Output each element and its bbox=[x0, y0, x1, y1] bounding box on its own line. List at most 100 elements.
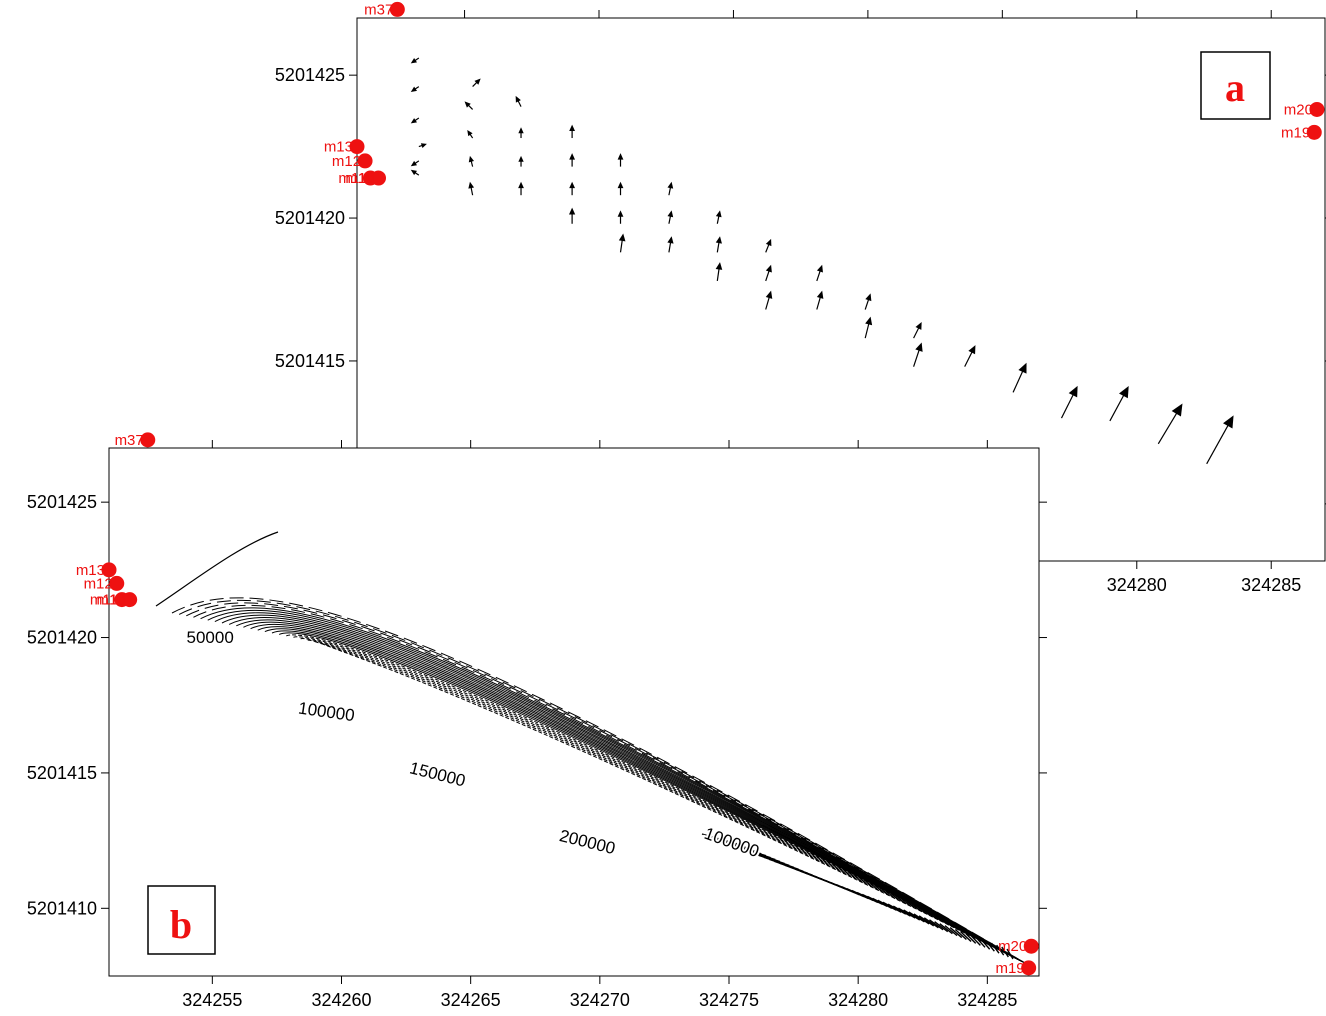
vector-arrow bbox=[1109, 386, 1129, 422]
vector-arrow bbox=[1012, 362, 1027, 393]
contour-hatch bbox=[990, 942, 1000, 954]
vector-arrow bbox=[617, 210, 624, 224]
contour-line bbox=[221, 614, 1024, 963]
contour-line bbox=[171, 597, 1026, 964]
contour-line bbox=[278, 632, 1021, 962]
contour-line bbox=[186, 602, 1025, 964]
contour-hatch bbox=[954, 928, 967, 941]
contour-line bbox=[271, 630, 1022, 962]
contour-line bbox=[321, 642, 1020, 961]
panel-b-marker-m19 bbox=[1021, 960, 1037, 976]
vector-arrow bbox=[667, 181, 674, 196]
vector-arrow bbox=[410, 86, 420, 92]
panel-b-ytick-label: 5201420 bbox=[27, 628, 97, 648]
vector-arrow bbox=[410, 160, 420, 167]
panel-a-marker-label-m11: m11 bbox=[338, 170, 366, 187]
vector-arrow bbox=[467, 129, 474, 139]
panel-a-marker-label-m12: m12 bbox=[332, 153, 361, 170]
panel-b-label: b bbox=[170, 902, 192, 947]
contour-hatch bbox=[975, 936, 986, 948]
contour-line bbox=[300, 638, 1021, 961]
vector-arrow bbox=[617, 153, 624, 167]
vector-arrow bbox=[518, 155, 524, 167]
panel-b-axis-ticks: 324255 324260 324265 324270 324275 324280 3242… bbox=[27, 440, 1047, 1010]
panel-b-marker-label-m37: m37 bbox=[115, 432, 144, 449]
panel-a-marker-m13 bbox=[349, 139, 365, 155]
contour-line bbox=[314, 641, 1020, 961]
vector-arrow bbox=[715, 210, 722, 224]
panel-b-xtick-label: 324265 bbox=[441, 990, 501, 1010]
vector-arrow bbox=[468, 155, 475, 167]
panel-b-xtick-label: 324255 bbox=[182, 990, 242, 1010]
panel-b-marker-label-m10: m10 bbox=[96, 592, 125, 609]
panel-b-marker-m20 bbox=[1023, 938, 1039, 954]
contour-line bbox=[257, 626, 1022, 962]
panel-a-label: a bbox=[1225, 65, 1245, 110]
contour-hatch bbox=[934, 921, 949, 933]
panel-a-marker-m19 bbox=[1306, 124, 1322, 140]
contour-line bbox=[155, 531, 279, 607]
panel-b-xtick-label: 324260 bbox=[311, 990, 371, 1010]
vector-arrow bbox=[816, 290, 824, 310]
vector-arrow bbox=[569, 153, 576, 167]
vector-arrow bbox=[418, 143, 427, 149]
vector-arrow bbox=[913, 321, 922, 339]
contour-hatch bbox=[892, 905, 911, 917]
contour-hatch bbox=[1001, 946, 1009, 958]
vector-arrow bbox=[410, 57, 420, 64]
contour-line bbox=[214, 612, 1024, 963]
panel-a-marker-m20 bbox=[1309, 101, 1325, 117]
vector-arrow bbox=[410, 117, 420, 124]
panel-a-marker-label-m13: m13 bbox=[324, 139, 353, 156]
vector-arrow bbox=[765, 290, 773, 310]
vector-arrow bbox=[410, 169, 420, 176]
contour-hatch bbox=[908, 911, 925, 923]
contour-hatch bbox=[929, 919, 944, 931]
contour-line bbox=[193, 604, 1025, 964]
vector-arrow bbox=[667, 236, 674, 253]
panel-b-ytick-label: 5201415 bbox=[27, 763, 97, 783]
vector-arrow bbox=[715, 262, 723, 282]
vector-arrow bbox=[1157, 403, 1183, 445]
panel-a-marker-label-m37: m37 bbox=[364, 1, 393, 18]
contour-line bbox=[307, 639, 1020, 961]
vector-arrow bbox=[765, 238, 772, 253]
contour-hatch bbox=[959, 930, 972, 942]
vector-arrow bbox=[864, 293, 872, 310]
vector-arrow bbox=[1206, 415, 1234, 465]
vector-arrow bbox=[472, 78, 481, 88]
panel-a-marker-label-m20: m20 bbox=[1284, 101, 1313, 118]
vector-arrow bbox=[569, 207, 576, 224]
contour-hatch bbox=[965, 932, 977, 944]
panel-b-label-box bbox=[147, 885, 216, 955]
contour-line bbox=[236, 619, 1023, 963]
panel-b-contours bbox=[155, 531, 1026, 964]
panel-b-marker-m12 bbox=[109, 575, 125, 591]
contour-line bbox=[250, 623, 1023, 962]
panel-a-ytick-label: 5201420 bbox=[275, 208, 345, 228]
vector-arrow bbox=[816, 264, 823, 282]
contour-line bbox=[264, 628, 1022, 962]
vector-arrow bbox=[864, 316, 873, 339]
contour-line bbox=[228, 616, 1023, 963]
contour-hatch bbox=[970, 934, 981, 946]
contour-line bbox=[293, 636, 1021, 962]
vector-arrow bbox=[464, 101, 474, 110]
vector-arrow bbox=[515, 95, 522, 107]
vector-arrow bbox=[964, 345, 976, 367]
contour-label: 50000 bbox=[187, 628, 234, 647]
panel-a-marker-label-m19: m19 bbox=[1281, 124, 1310, 141]
contour-hatch bbox=[903, 909, 921, 921]
contour-hatch bbox=[923, 917, 939, 929]
panel-a-ytick-label: 5201415 bbox=[275, 351, 345, 371]
contour-hatch bbox=[980, 938, 991, 950]
panel-a-marker-label-m10: m10 bbox=[345, 170, 374, 187]
vector-arrow bbox=[569, 181, 576, 196]
panel-b-xtick-label: 324280 bbox=[828, 990, 888, 1010]
panel-b-marker-label-m20: m20 bbox=[998, 938, 1027, 955]
vector-arrow bbox=[468, 181, 475, 196]
panel-b-marker-m13 bbox=[101, 562, 117, 578]
vector-arrow bbox=[617, 181, 624, 196]
